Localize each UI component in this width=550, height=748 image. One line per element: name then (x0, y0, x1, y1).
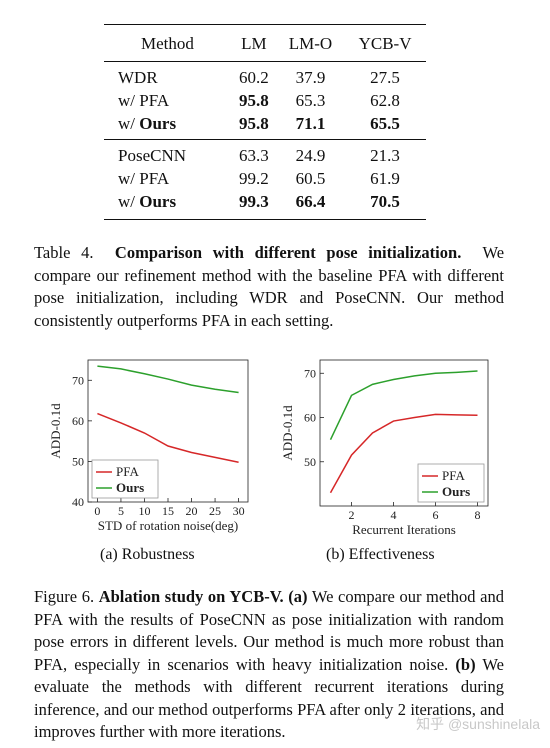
y-axis-label: ADD-0.1d (280, 405, 295, 461)
subfigure-label-b: (b) Effectiveness (326, 546, 435, 563)
x-tick-label: 0 (94, 504, 100, 518)
series-line-pfa (97, 412, 239, 463)
value-cell: 95.8 (239, 114, 269, 133)
value-cell: 21.3 (370, 146, 400, 165)
table-group-wdr: WDR 60.2 37.9 27.5 w/ PFA 95.8 65.3 62.8 w/ Ours… (104, 62, 426, 140)
figure-caption-title: Ablation study on YCB-V. (98, 587, 284, 606)
value-cell: 60.2 (239, 68, 269, 87)
value-cell: 37.9 (295, 68, 326, 87)
series-line-pfa (329, 413, 478, 494)
method-cell: PoseCNN (104, 140, 231, 168)
method-name: w/ (118, 192, 140, 211)
table-caption-text: We compare our refinement method with th… (34, 243, 505, 330)
table-row: w/ PFA 95.8 65.3 62.8 (104, 89, 426, 112)
chart-robustness: 0 5 10 15 20 25 30 40 50 60 70 STD of rotation nois… (48, 359, 249, 533)
watermark: 知乎 @sunshinelala (416, 716, 540, 732)
x-tick-label: 25 (209, 504, 221, 518)
figure-caption-part-a-text: We compare our method and PFA with the r… (34, 587, 504, 674)
method-name: WDR (118, 68, 158, 87)
x-tick-label: 8 (475, 508, 481, 522)
column-header: YCB-V (358, 33, 412, 53)
value-cell: 65.5 (370, 114, 400, 133)
y-tick-label: 40 (72, 495, 84, 509)
column-header: Method (140, 33, 194, 53)
value-cell: 60.5 (295, 169, 326, 188)
value-cell: 71.1 (295, 114, 326, 133)
column-header: LM (241, 33, 267, 53)
value-cell: 66.4 (295, 192, 326, 211)
chart-effectiveness: 2 4 6 8 50 60 70 Recurrent Iterations ADD-0.1d PF… (280, 359, 489, 537)
figure-caption: Figure 6. Ablation study on YCB-V. (a) W… (34, 586, 504, 744)
y-tick-label: 50 (304, 455, 316, 469)
method-cell: w/ Ours (104, 112, 231, 140)
y-tick-label: 70 (304, 366, 316, 380)
x-tick-label: 5 (118, 504, 124, 518)
method-cell: w/ PFA (104, 167, 231, 190)
x-tick-label: 6 (433, 508, 439, 522)
method-name: w/ PFA (118, 169, 170, 188)
legend-box (91, 459, 159, 499)
value-cell: 95.8 (239, 91, 269, 110)
legend-label-ours: Ours (442, 484, 470, 499)
method-name: w/ PFA (118, 91, 170, 110)
value-cell: 24.9 (295, 146, 326, 165)
method-cell: w/ Ours (104, 190, 231, 220)
legend-box (417, 463, 485, 503)
figure-caption-part-a-label: (a) (288, 587, 308, 606)
y-axis-label: ADD-0.1d (48, 403, 63, 459)
y-tick-label: 50 (72, 454, 84, 468)
table-group-posecnn: PoseCNN 63.3 24.9 21.3 w/ PFA 99.2 60.5 61.9 w/ … (104, 139, 426, 220)
value-cell: 99.2 (239, 169, 269, 188)
x-tick-label: 2 (349, 508, 355, 522)
table-row: w/ PFA 99.2 60.5 61.9 (104, 167, 426, 190)
x-axis-label: Recurrent Iterations (352, 522, 456, 537)
figure-caption-part-b-label: (b) (455, 654, 476, 674)
figure-caption-label: Figure 6. (34, 587, 95, 606)
y-tick-label: 60 (304, 411, 316, 425)
series-line-ours (97, 365, 239, 394)
value-cell: 27.5 (370, 68, 400, 87)
value-cell: 70.5 (370, 192, 400, 211)
x-tick-label: 30 (233, 504, 245, 518)
x-tick-label: 15 (162, 504, 174, 518)
legend-label-pfa: PFA (442, 468, 465, 483)
x-tick-label: 4 (391, 508, 397, 522)
table-header-row: Method LM LM-O YCB-V (104, 24, 426, 62)
legend-label-pfa: PFA (116, 464, 139, 479)
column-header: LM-O (288, 33, 333, 53)
value-cell: 61.9 (370, 169, 400, 188)
x-tick-label: 10 (138, 504, 150, 518)
table-caption-label: Table 4. (34, 243, 94, 262)
subfigure-label-a: (a) Robustness (100, 546, 195, 563)
method-name: PoseCNN (118, 146, 187, 165)
value-cell: 99.3 (239, 192, 269, 211)
table-caption: Table 4. Comparison with different pose … (34, 242, 504, 332)
y-tick-label: 60 (72, 414, 84, 428)
table-row: WDR 60.2 37.9 27.5 (104, 62, 426, 90)
method-name-bold: Ours (139, 114, 177, 133)
y-tick-label: 70 (72, 373, 84, 387)
table-caption-title: Comparison with different pose initializ… (114, 243, 462, 262)
value-cell: 63.3 (239, 146, 269, 165)
method-name-bold: Ours (139, 192, 177, 211)
value-cell: 62.8 (370, 91, 400, 110)
legend-label-ours: Ours (116, 480, 144, 495)
plot-frame (319, 359, 489, 507)
method-name: w/ (118, 114, 140, 133)
table-row: PoseCNN 63.3 24.9 21.3 (104, 140, 426, 168)
table-row: w/ Ours 99.3 66.4 70.5 (104, 190, 426, 220)
method-cell: WDR (104, 62, 231, 90)
table-row: w/ Ours 95.8 71.1 65.5 (104, 112, 426, 140)
x-tick-label: 20 (186, 504, 198, 518)
value-cell: 65.3 (295, 91, 326, 110)
x-axis-label: STD of rotation noise(deg) (98, 518, 238, 533)
figure-caption-part-b-text: We evaluate the methods with different r… (34, 654, 504, 742)
results-table: Method LM LM-O YCB-V WDR 60.2 37.9 27.5 w/ P… (104, 24, 426, 220)
series-line-ours (329, 370, 478, 440)
method-cell: w/ PFA (104, 89, 231, 112)
